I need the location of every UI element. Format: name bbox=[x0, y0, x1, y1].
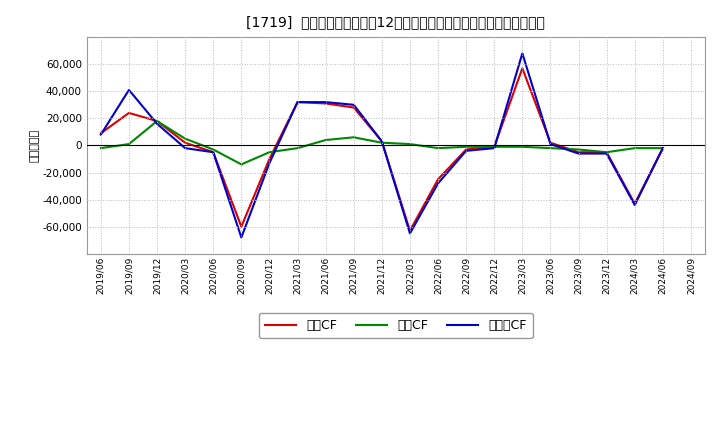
フリーCF bbox=[659, 146, 667, 151]
営業CF bbox=[96, 131, 105, 136]
投資CF bbox=[153, 118, 161, 124]
Y-axis label: （百万円）: （百万円） bbox=[30, 129, 40, 162]
投資CF bbox=[237, 162, 246, 167]
営業CF bbox=[237, 224, 246, 229]
フリーCF bbox=[603, 151, 611, 156]
投資CF bbox=[293, 146, 302, 151]
フリーCF bbox=[237, 235, 246, 240]
営業CF bbox=[209, 150, 217, 155]
営業CF bbox=[518, 66, 526, 71]
投資CF bbox=[125, 141, 133, 147]
投資CF bbox=[575, 147, 583, 152]
営業CF bbox=[433, 176, 442, 182]
投資CF bbox=[433, 146, 442, 151]
投資CF bbox=[96, 146, 105, 151]
投資CF bbox=[603, 150, 611, 155]
フリーCF bbox=[321, 99, 330, 105]
営業CF bbox=[153, 118, 161, 124]
営業CF bbox=[265, 156, 274, 161]
投資CF bbox=[405, 141, 414, 147]
フリーCF bbox=[462, 148, 470, 154]
フリーCF bbox=[349, 102, 358, 107]
営業CF bbox=[377, 139, 386, 144]
営業CF bbox=[462, 147, 470, 152]
営業CF bbox=[546, 140, 555, 145]
投資CF bbox=[462, 144, 470, 150]
営業CF bbox=[659, 146, 667, 151]
営業CF bbox=[293, 99, 302, 105]
フリーCF bbox=[518, 51, 526, 56]
投資CF bbox=[209, 147, 217, 152]
営業CF bbox=[631, 201, 639, 206]
投資CF bbox=[181, 136, 189, 141]
フリーCF bbox=[293, 99, 302, 105]
投資CF bbox=[321, 137, 330, 143]
フリーCF bbox=[631, 202, 639, 208]
フリーCF bbox=[209, 150, 217, 155]
投資CF bbox=[546, 146, 555, 151]
投資CF bbox=[659, 146, 667, 151]
フリーCF bbox=[96, 132, 105, 137]
フリーCF bbox=[125, 87, 133, 92]
Title: [1719]  キャッシュフローの12か月移動合計の対前年同期増減額の推移: [1719] キャッシュフローの12か月移動合計の対前年同期増減額の推移 bbox=[246, 15, 545, 29]
フリーCF bbox=[433, 181, 442, 186]
営業CF bbox=[181, 140, 189, 145]
投資CF bbox=[377, 140, 386, 145]
Line: 営業CF: 営業CF bbox=[101, 68, 663, 231]
フリーCF bbox=[153, 121, 161, 126]
営業CF bbox=[603, 150, 611, 155]
投資CF bbox=[518, 144, 526, 150]
投資CF bbox=[490, 144, 498, 150]
営業CF bbox=[405, 228, 414, 233]
営業CF bbox=[490, 144, 498, 150]
投資CF bbox=[349, 135, 358, 140]
フリーCF bbox=[546, 141, 555, 147]
投資CF bbox=[631, 146, 639, 151]
フリーCF bbox=[377, 139, 386, 144]
フリーCF bbox=[575, 151, 583, 156]
フリーCF bbox=[405, 231, 414, 236]
営業CF bbox=[575, 150, 583, 155]
フリーCF bbox=[265, 161, 274, 166]
フリーCF bbox=[490, 146, 498, 151]
Line: フリーCF: フリーCF bbox=[101, 53, 663, 238]
フリーCF bbox=[181, 146, 189, 151]
Line: 投資CF: 投資CF bbox=[101, 121, 663, 165]
Legend: 営業CF, 投資CF, フリーCF: 営業CF, 投資CF, フリーCF bbox=[259, 313, 533, 338]
投資CF bbox=[265, 150, 274, 155]
営業CF bbox=[349, 105, 358, 110]
営業CF bbox=[321, 101, 330, 106]
営業CF bbox=[125, 110, 133, 116]
